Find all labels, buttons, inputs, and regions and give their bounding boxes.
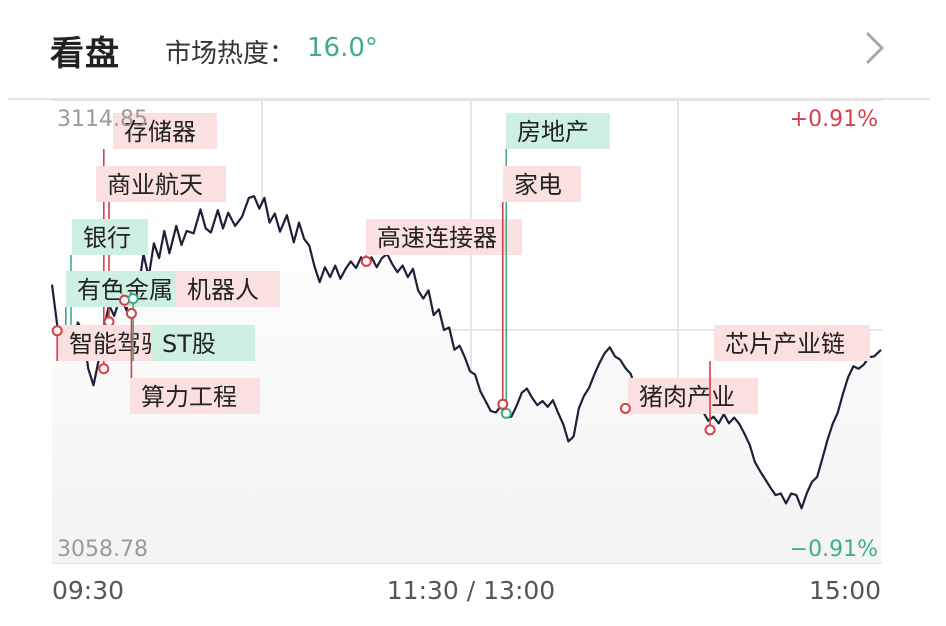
event-tag[interactable]: 猪肉产业 [619,378,758,414]
event-tag-box [72,219,148,255]
event-tag-label: 银行 [83,224,131,252]
market-heat-value: 16.0° [307,33,378,63]
event-tag-label: 算力工程 [141,383,237,411]
event-tag-label: 机器人 [187,276,259,304]
event-tag-label: 猪肉产业 [639,383,735,411]
event-marker-dot [619,402,631,414]
event-marker-dot [704,424,716,436]
event-tag-box [503,166,581,202]
event-marker-dot [127,293,139,305]
event-tag-box [96,166,226,202]
event-tag[interactable]: 商业航天 [96,166,226,328]
event-tag[interactable]: 家电 [497,166,581,410]
event-tag-label: 芯片产业链 [725,330,845,358]
event-marker-dot [500,407,512,419]
pct-bottom-label: −0.91% [790,537,878,562]
event-tag-box [366,219,522,255]
event-tag-box [151,325,255,361]
page-title: 看盘 [50,34,120,74]
event-tag-label: 高速连接器 [377,224,497,252]
x-tick-end: 15:00 [809,576,881,605]
market-heat-label: 市场热度： [165,39,296,69]
chevron-right-icon[interactable] [858,30,894,66]
pct-top-label: +0.91% [790,107,878,132]
y-bottom-label: 3058.78 [57,537,148,562]
event-tag-box [130,378,260,414]
event-tag[interactable]: 高速连接器 [360,219,522,267]
header-divider [8,98,930,100]
header: 看盘 市场热度： 16.0° [0,0,946,98]
event-tag-box [714,325,870,361]
event-tag-box [113,113,217,149]
event-marker-dot [98,363,110,375]
event-tag-label: 房地产 [517,118,589,146]
event-marker-dot [103,316,115,328]
event-tag-label: 存储器 [124,118,196,146]
event-tag[interactable]: 算力工程 [125,307,260,414]
event-tag[interactable]: 房地产 [500,113,610,419]
event-tag[interactable]: 智能驾驶 [51,325,165,361]
event-tag-label: 智能驾驶 [69,330,165,358]
event-marker-dot [125,307,137,319]
event-tag-box [628,378,758,414]
event-tag-label: ST股 [162,330,216,358]
event-marker-dot [51,325,63,337]
event-tag-box [58,325,154,361]
event-tag-box [176,271,280,307]
event-tag[interactable]: 存储器 [98,113,217,375]
x-tick-mid: 11:30 / 13:00 [387,576,555,605]
event-tag-label: 商业航天 [107,171,203,199]
event-tag[interactable]: 芯片产业链 [704,325,870,436]
event-tag-label: 家电 [514,171,562,199]
x-tick-start: 09:30 [52,576,124,605]
event-tag-box [506,113,610,149]
event-tag[interactable]: 机器人 [119,271,280,307]
event-marker-dot [497,398,509,410]
event-marker-dot [119,294,131,306]
event-marker-dot [360,255,372,267]
event-tag[interactable]: ST股 [127,293,255,361]
